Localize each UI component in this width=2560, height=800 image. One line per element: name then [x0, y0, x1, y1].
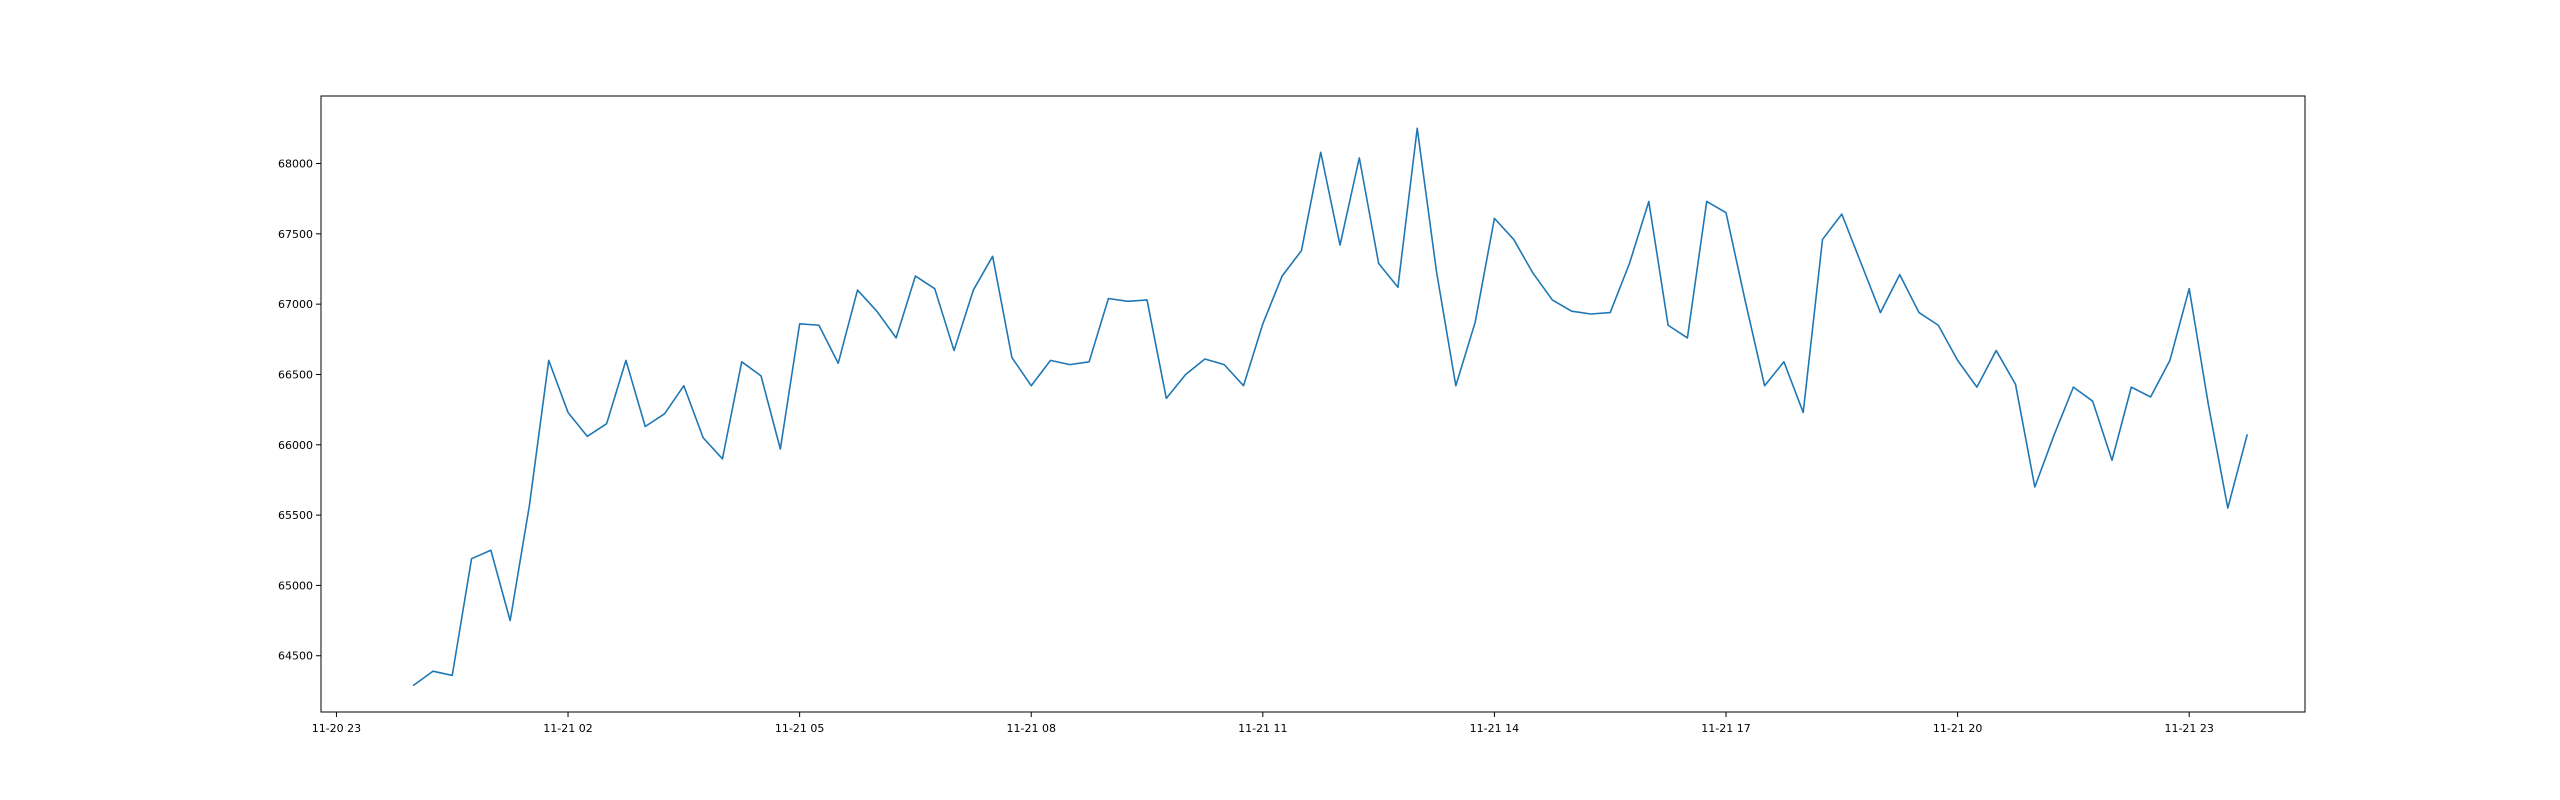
x-tick-label: 11-21 20	[1933, 722, 1982, 735]
series-line	[412, 127, 2248, 687]
y-axis: 64500 65000 65500 66000 66500 67000 67500 68000	[278, 158, 321, 663]
y-tick-label: 65000	[278, 579, 313, 592]
plot-area	[412, 127, 2248, 687]
x-tick-label: 11-21 14	[1470, 722, 1519, 735]
y-tick-label: 68000	[278, 158, 313, 171]
x-tick-label: 11-21 23	[2164, 722, 2213, 735]
y-tick-label: 66500	[278, 368, 313, 381]
x-tick-label: 11-21 05	[775, 722, 824, 735]
x-tick-label: 11-21 02	[543, 722, 592, 735]
y-tick-label: 65500	[278, 509, 313, 522]
x-tick-label: 11-20 23	[312, 722, 361, 735]
axes-frame	[320, 95, 2306, 713]
y-tick-label: 67000	[278, 298, 313, 311]
y-tick-label: 64500	[278, 650, 313, 663]
x-axis: 11-20 23 11-21 02 11-21 05 11-21 08 11-21 11…	[312, 712, 2214, 735]
y-tick-label: 67500	[278, 228, 313, 241]
x-tick-label: 11-21 08	[1006, 722, 1055, 735]
y-tick-label: 66000	[278, 439, 313, 452]
x-tick-label: 11-21 17	[1701, 722, 1750, 735]
x-tick-label: 11-21 11	[1238, 722, 1287, 735]
